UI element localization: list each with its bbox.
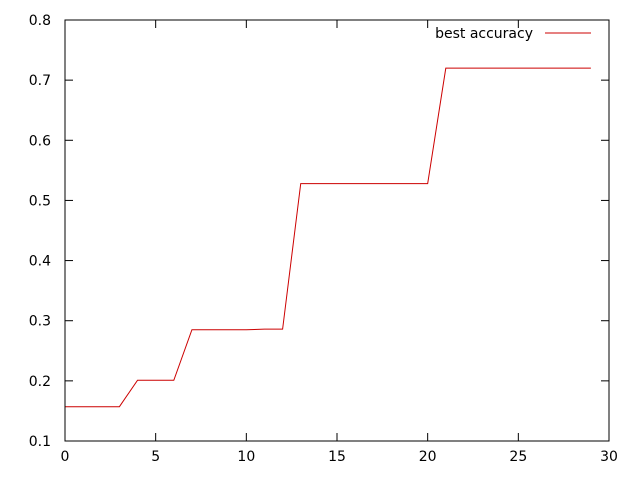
- legend-label: best accuracy: [435, 26, 533, 42]
- y-tick-label: 0.8: [29, 13, 51, 29]
- y-tick-label: 0.1: [29, 434, 51, 450]
- y-tick-label: 0.5: [29, 193, 51, 209]
- x-tick-label: 0: [61, 449, 70, 465]
- y-tick-label: 0.7: [29, 73, 51, 89]
- tick-labels-layer: 0 5 10 15 20 25 30 0.1 0.2 0.3 0.4 0.5 0.6 0.7 0.8: [29, 13, 618, 465]
- x-tick-label: 25: [509, 449, 527, 465]
- x-tick-label: 30: [600, 449, 618, 465]
- x-tick-label: 5: [151, 449, 160, 465]
- y-tick-label: 0.6: [29, 133, 51, 149]
- plot-frame: [64, 19, 610, 442]
- legend: best accuracy: [435, 26, 591, 42]
- series-line: [65, 67, 591, 408]
- y-tick-label: 0.3: [29, 314, 51, 330]
- y-tick-label: 0.2: [29, 374, 51, 390]
- x-tick-label: 15: [328, 449, 346, 465]
- x-tick-label: 10: [237, 449, 255, 465]
- x-tick-label: 20: [419, 449, 437, 465]
- ticks-layer: [64, 19, 610, 442]
- series-layer: [65, 67, 591, 408]
- y-tick-label: 0.4: [29, 254, 51, 270]
